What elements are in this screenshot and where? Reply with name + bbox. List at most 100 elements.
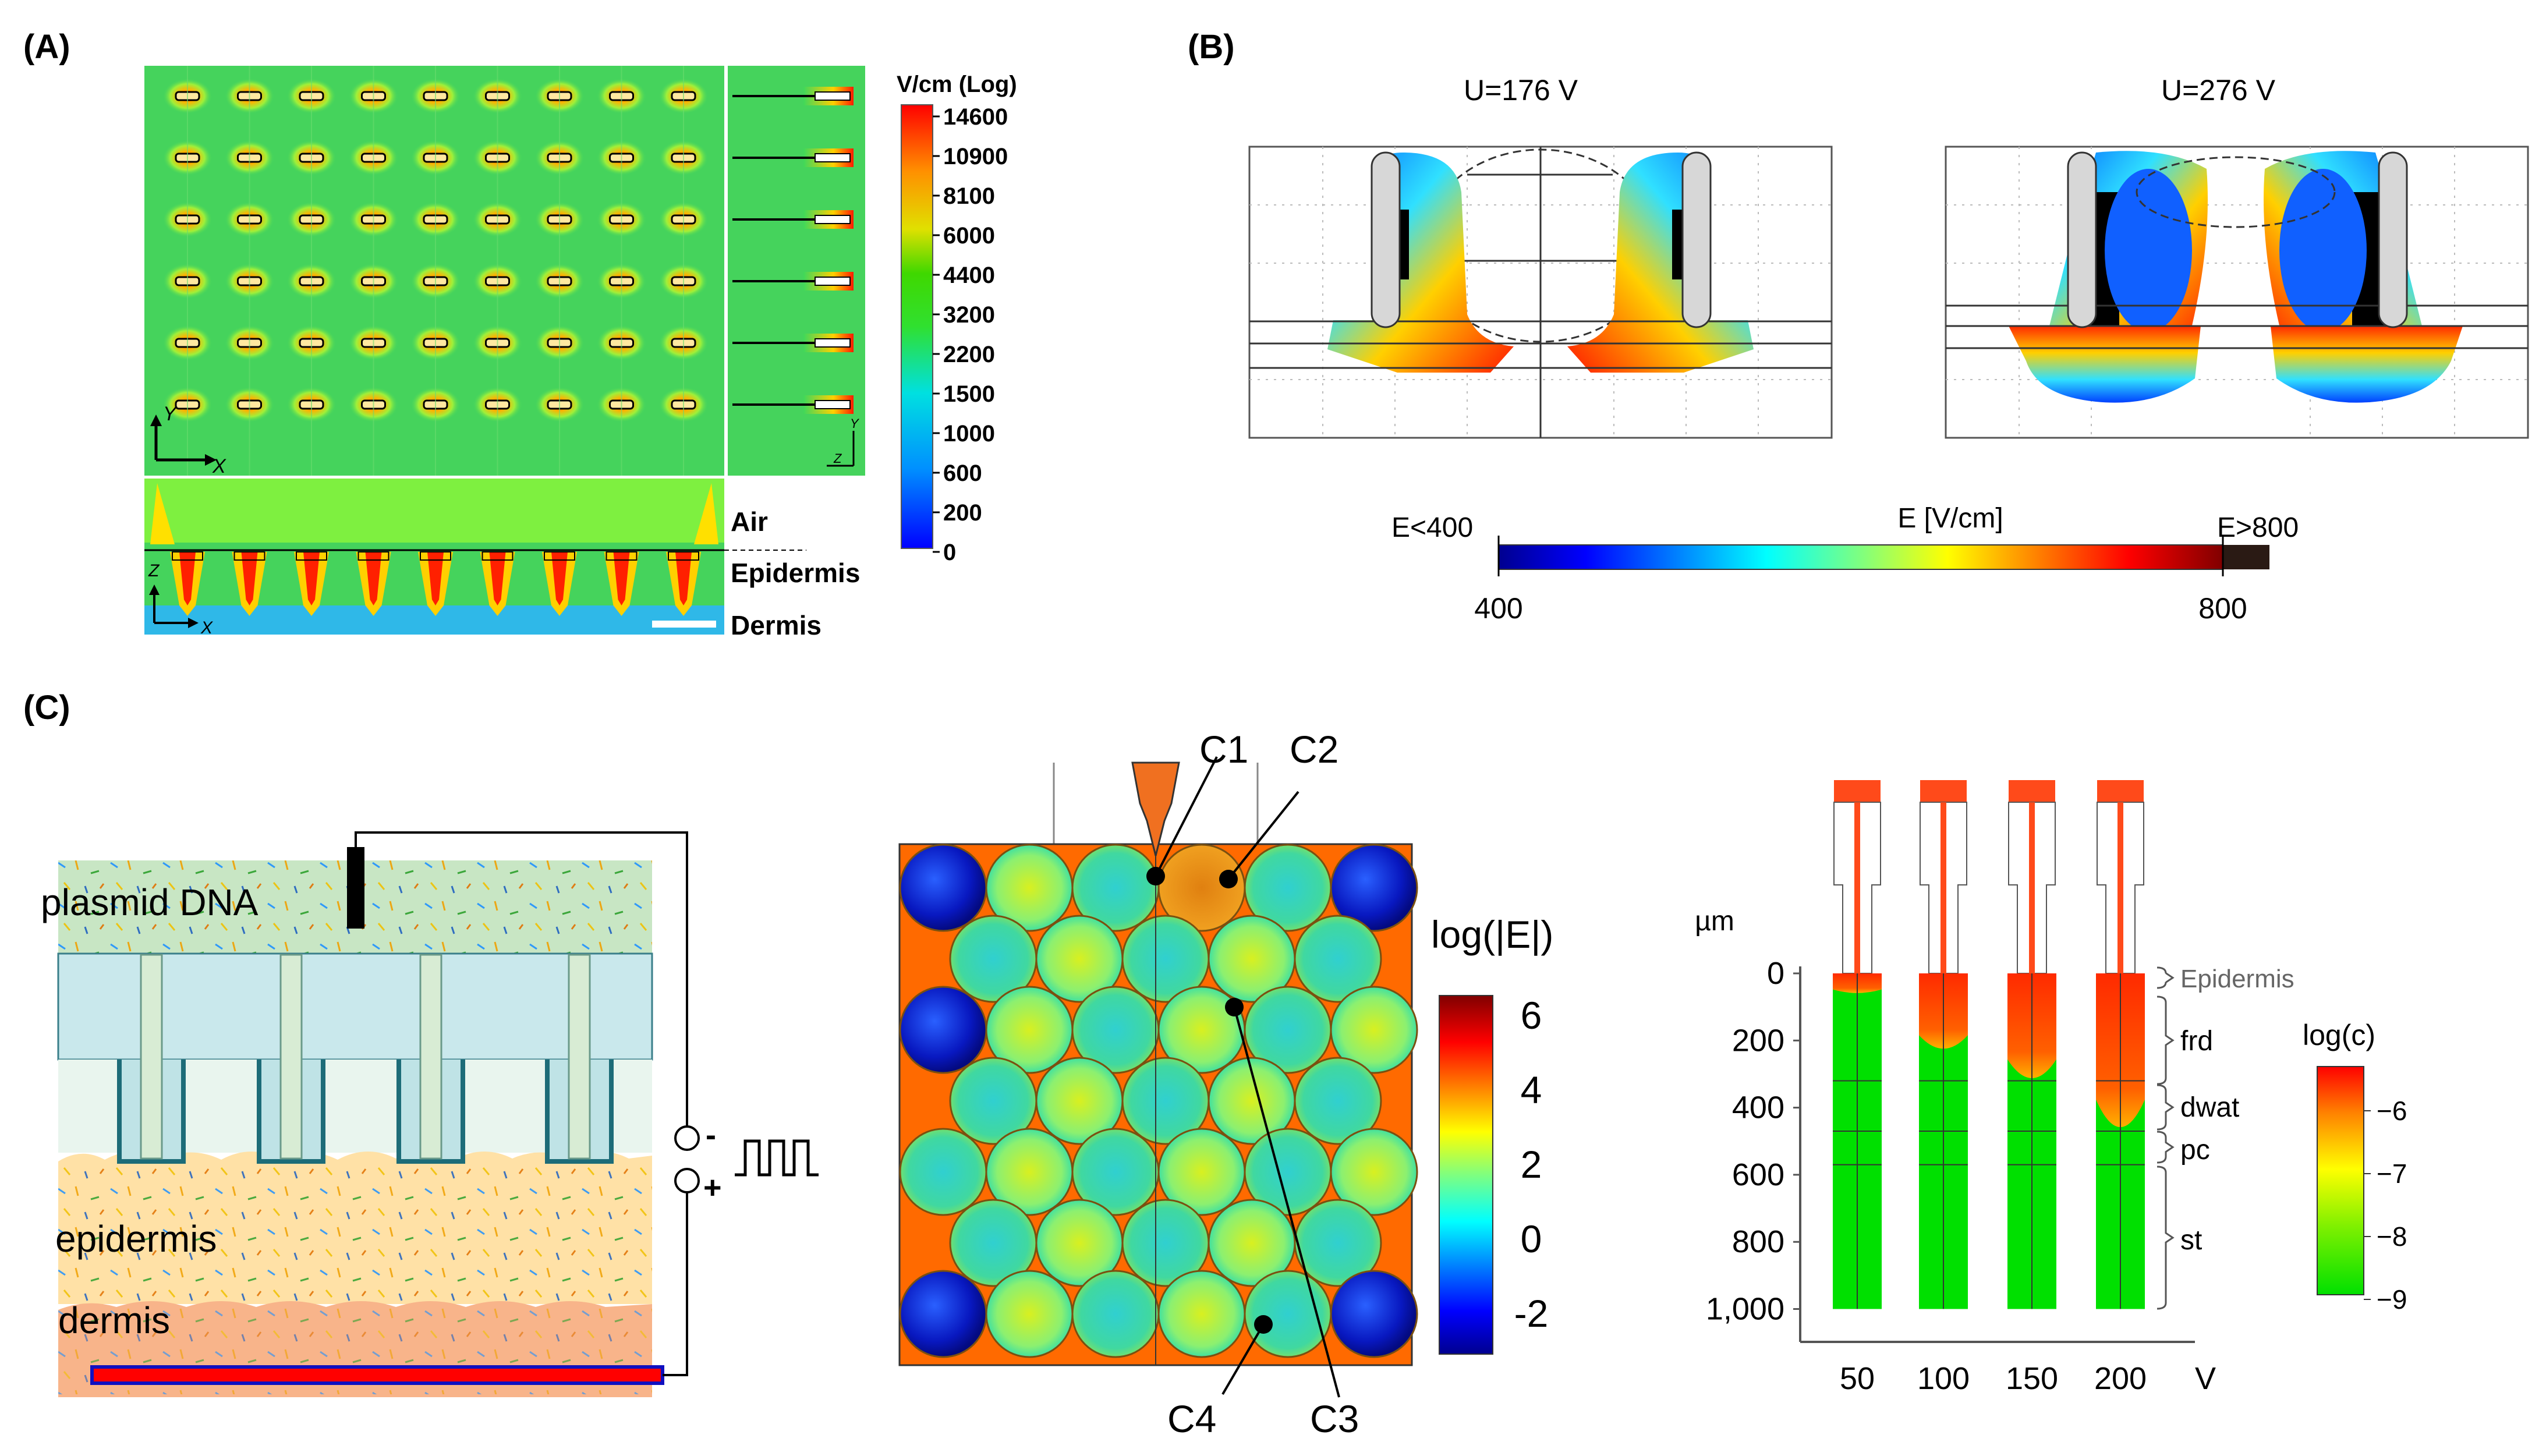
minus-sign: - bbox=[706, 1118, 716, 1153]
schematic-needle-core bbox=[279, 954, 303, 1160]
colorbar-c-tick-label: -2 bbox=[1514, 1292, 1549, 1335]
callout-dot bbox=[1219, 870, 1238, 888]
cell bbox=[1330, 986, 1418, 1074]
electrode-right bbox=[1681, 151, 1712, 328]
side-view-field bbox=[728, 66, 865, 476]
cell bbox=[899, 844, 987, 932]
edge-field bbox=[694, 483, 718, 544]
callout-dot bbox=[1254, 1315, 1273, 1334]
column-cap bbox=[1920, 780, 1967, 802]
bottom-lobe-left bbox=[2009, 326, 2201, 403]
colorbar-conc-ticks: −6 −7 −8 −9 bbox=[2364, 1096, 2407, 1315]
side-axis-z-label: Z bbox=[833, 451, 842, 466]
terminal-plus bbox=[674, 1168, 700, 1193]
layer-dermis: Dermis bbox=[731, 610, 821, 640]
column-needle-core bbox=[2117, 802, 2123, 977]
colorbar-c bbox=[1439, 995, 1493, 1355]
colorbar-b-high-label: E>800 bbox=[2217, 512, 2299, 543]
colorbar-a-tick-label: 1000 bbox=[943, 421, 995, 447]
terminal-minus bbox=[674, 1125, 700, 1151]
callout-leader bbox=[1227, 791, 1299, 880]
cell bbox=[1330, 1128, 1418, 1216]
panel-c: (C) - + plasmid DNA epidermis dermis bbox=[23, 689, 2407, 1440]
side-needle-tip bbox=[815, 153, 851, 162]
sim-right-title: U=276 V bbox=[2161, 74, 2276, 107]
panel-b-label: (B) bbox=[1188, 28, 1235, 66]
colorbar-b-min: 400 bbox=[1474, 592, 1522, 625]
needle-outline bbox=[544, 551, 575, 561]
sim-left bbox=[1248, 146, 1833, 439]
callouts: C1 C2 C3 C4 bbox=[1146, 728, 1359, 1440]
layer-epidermis: Epidermis bbox=[731, 558, 860, 588]
colorbar-a-tick-label: 6000 bbox=[943, 223, 995, 249]
colorbar-a-tick-label: 1500 bbox=[943, 381, 995, 407]
schematic-needle-core bbox=[419, 954, 442, 1160]
colorbar-a-tick-label: 8100 bbox=[943, 183, 995, 209]
colorbar-a-tick-label: 4400 bbox=[943, 263, 995, 288]
cross-section-needles bbox=[170, 551, 701, 616]
probe-tip bbox=[1131, 761, 1180, 856]
schematic-needles bbox=[117, 954, 614, 1164]
needle-hotspot bbox=[427, 552, 444, 605]
microneedle-grid bbox=[163, 66, 708, 476]
plus-sign: + bbox=[703, 1170, 722, 1205]
colorbar-a-ticks: 1460010900810060004400320022001500100060… bbox=[933, 104, 1008, 565]
side-needle-tip bbox=[815, 338, 851, 348]
side-axis-y-label: Y bbox=[850, 416, 859, 431]
label-epidermis: epidermis bbox=[55, 1218, 217, 1260]
cross-section-axes: Z X bbox=[148, 561, 213, 637]
side-view-needles bbox=[732, 87, 854, 414]
colorbar-conc-tick-label: −8 bbox=[2377, 1221, 2407, 1252]
callout-leader bbox=[1221, 1323, 1265, 1395]
layer-brace bbox=[2157, 966, 2175, 989]
colorbar-c-tick-label: 0 bbox=[1521, 1217, 1542, 1260]
concentration-chart: µm 0 200 400 600 800 1,000 50 100 150 200 V Epid… bbox=[1695, 780, 2407, 1396]
callout-label: C2 bbox=[1290, 728, 1338, 771]
schematic-needle-core bbox=[140, 954, 163, 1160]
layer-label: Epidermis bbox=[2180, 965, 2294, 993]
callout-leader bbox=[1155, 756, 1218, 877]
top-view-axes: Y X bbox=[150, 403, 226, 477]
needle-hotspot bbox=[179, 552, 196, 605]
needle-outline bbox=[668, 551, 699, 561]
cell bbox=[1330, 844, 1418, 932]
layer-brace bbox=[2157, 1084, 2175, 1131]
layer-brace bbox=[2157, 1165, 2175, 1310]
panel-a-label: (A) bbox=[23, 28, 70, 66]
cell bbox=[1157, 1270, 1246, 1358]
y-tick-label: 1,000 bbox=[1706, 1292, 1784, 1327]
cell bbox=[1294, 1057, 1382, 1145]
cell bbox=[899, 1270, 987, 1358]
panel-c-label: (C) bbox=[23, 689, 70, 727]
needle-hotspot bbox=[489, 552, 506, 605]
colorbar-conc bbox=[2317, 1066, 2364, 1295]
side-needle-tip bbox=[815, 91, 851, 101]
needle-hotspot bbox=[675, 552, 692, 605]
needle-hotspot bbox=[241, 552, 258, 605]
column-needle-core bbox=[2029, 802, 2035, 977]
sim-right bbox=[1945, 146, 2529, 439]
cell-packing-simulation: C1 C2 C3 C4 log(|E|) 6 4 2 0 -2 bbox=[898, 728, 1553, 1440]
cell bbox=[1244, 1270, 1332, 1358]
y-tick-label: 0 bbox=[1767, 956, 1784, 991]
x-tick-label: 200 bbox=[2094, 1361, 2147, 1396]
electrode-right-276 bbox=[2378, 151, 2408, 328]
cells bbox=[899, 844, 1418, 1358]
side-needle-tip bbox=[815, 277, 851, 286]
colorbar-c-ticks: 6 4 2 0 -2 bbox=[1514, 994, 1549, 1335]
column-needle-core bbox=[1854, 802, 1860, 977]
colorbar-b-max: 800 bbox=[2198, 592, 2247, 625]
colorbar-b-title: E [V/cm] bbox=[1897, 503, 2003, 534]
x-tick-label: 150 bbox=[2006, 1361, 2058, 1396]
colorbar-c-tick-label: 2 bbox=[1521, 1143, 1542, 1186]
colorbar-conc-tick-label: −7 bbox=[2377, 1159, 2407, 1189]
callout-dot bbox=[1225, 998, 1244, 1016]
colorbar-c-tick-label: 4 bbox=[1521, 1068, 1542, 1111]
electrode-left-276 bbox=[2067, 151, 2097, 328]
y-tick-label: 400 bbox=[1732, 1090, 1784, 1125]
x-tick-label: 50 bbox=[1840, 1361, 1875, 1396]
x-ticks: 50 100 150 200 bbox=[1840, 1361, 2147, 1396]
top-electrode bbox=[347, 847, 364, 929]
colorbar-a-tick-label: 2200 bbox=[943, 342, 995, 367]
needle-hotspot bbox=[551, 552, 568, 605]
